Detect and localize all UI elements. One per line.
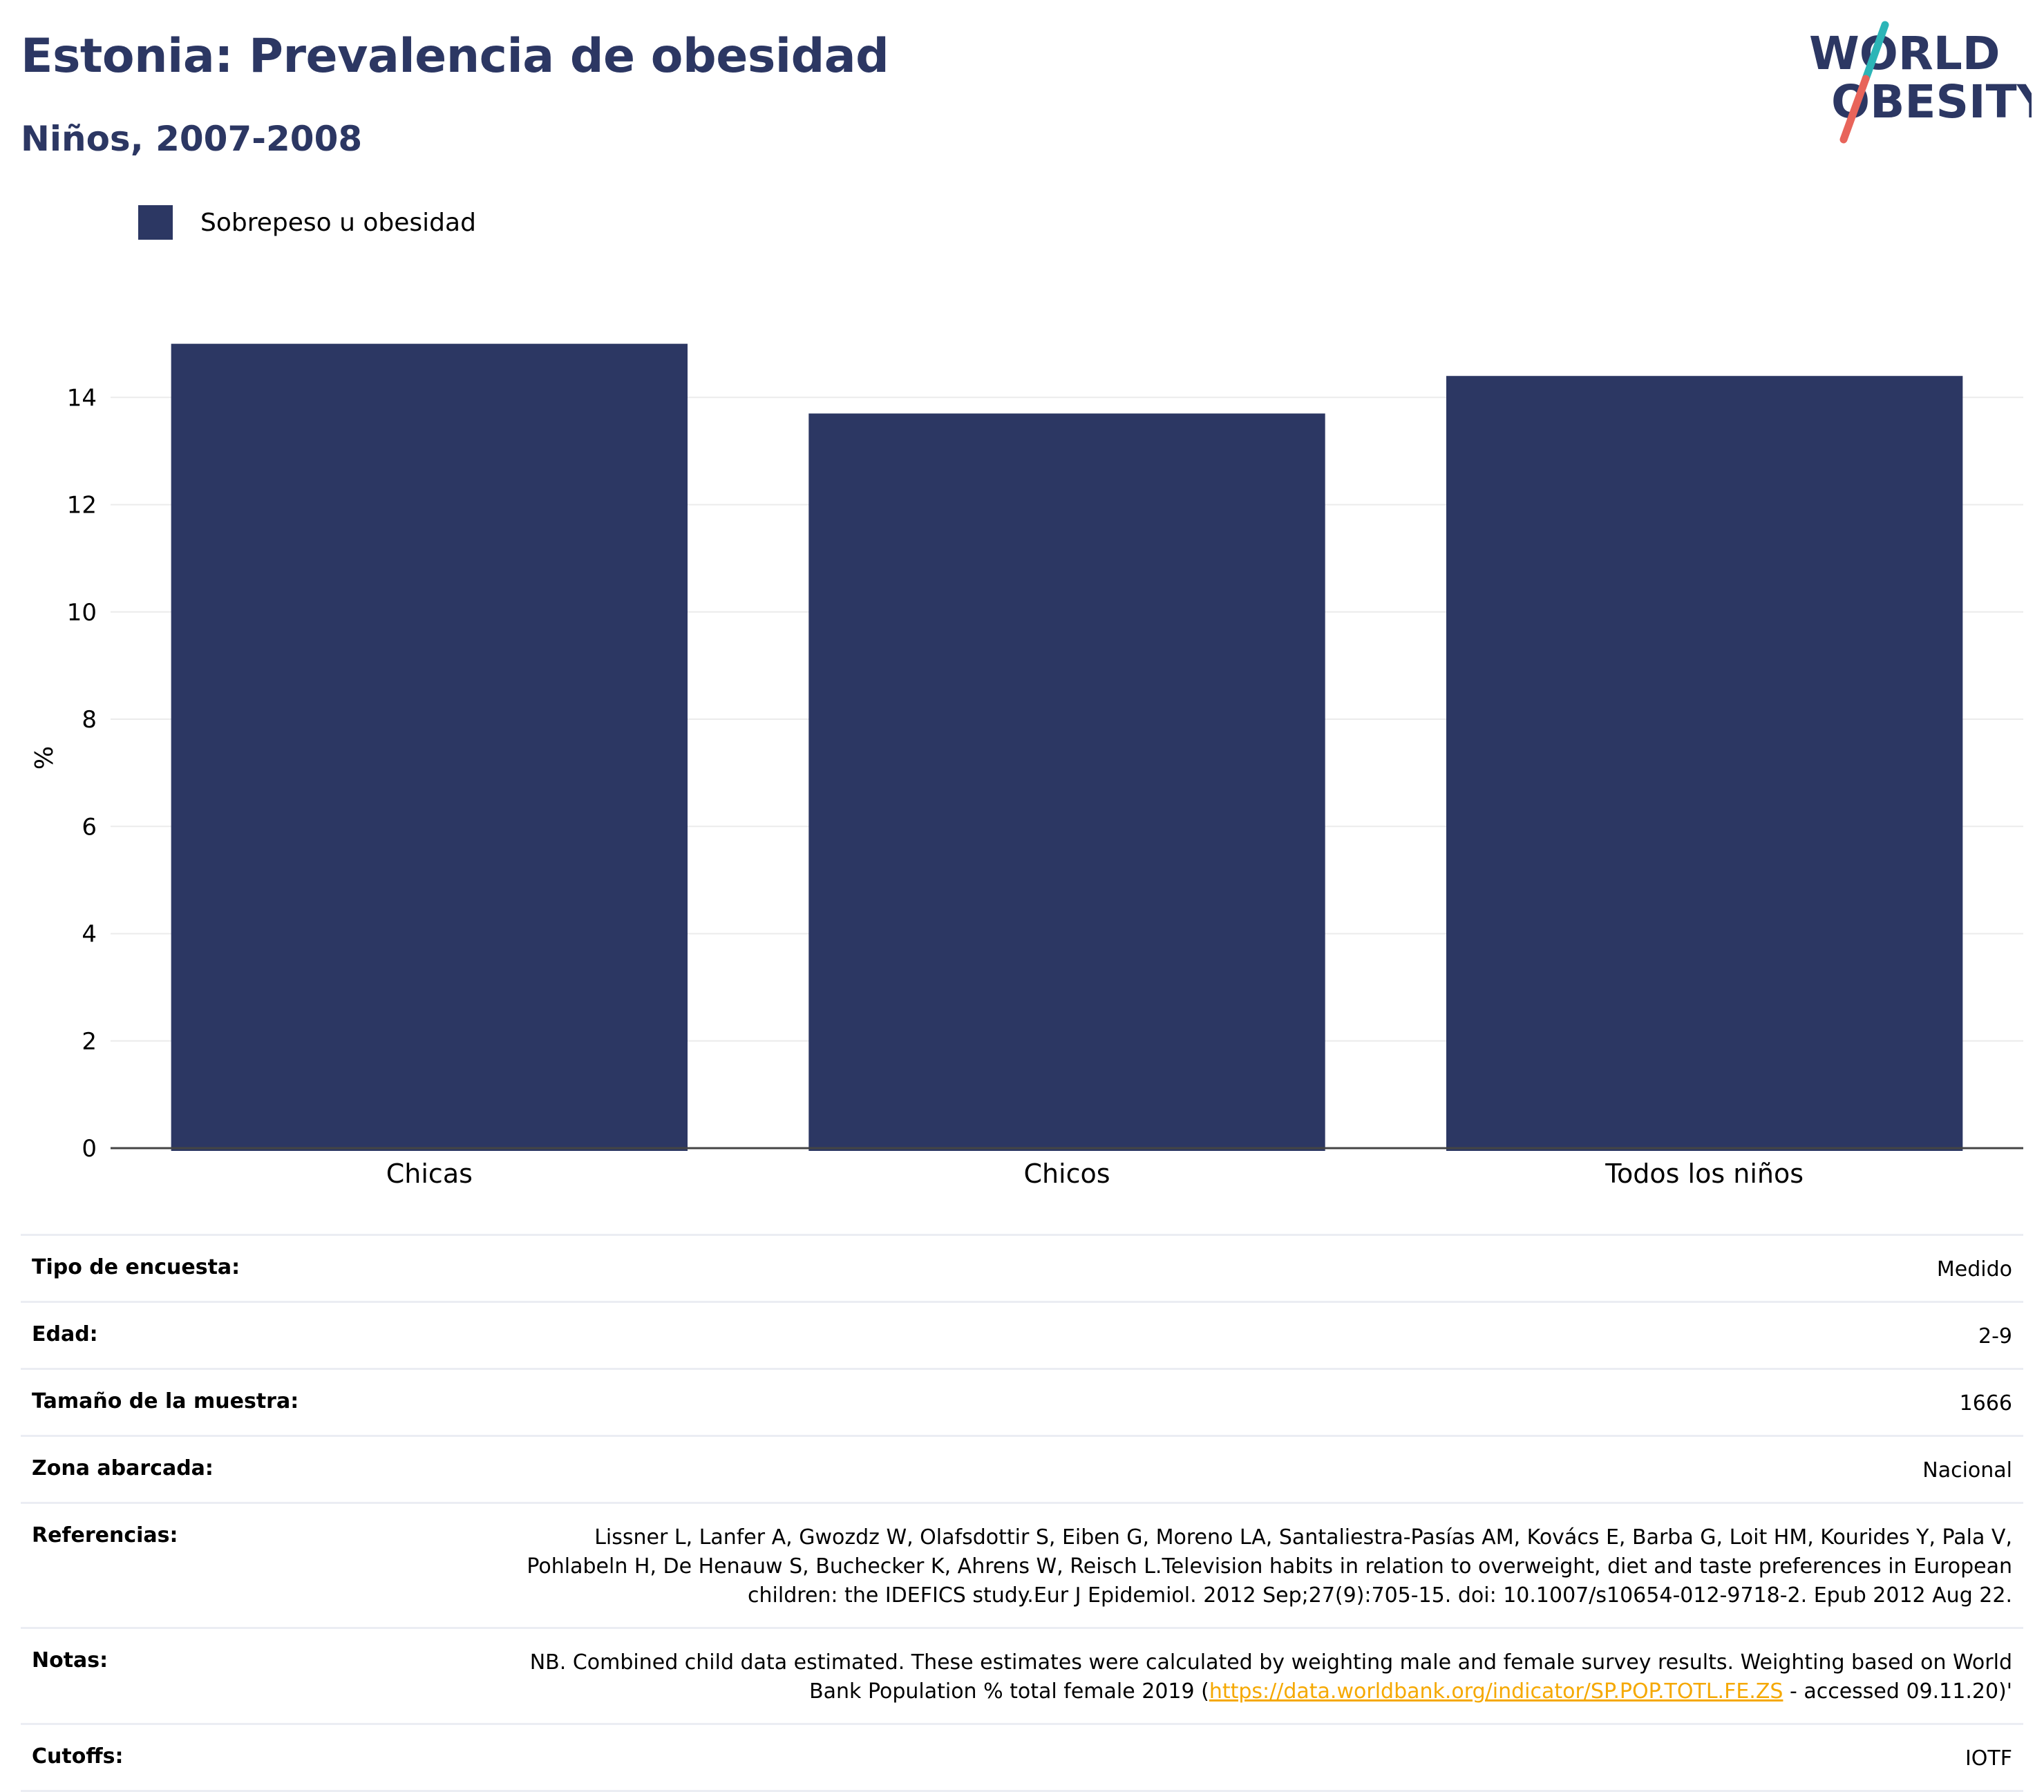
y-tick-label: 4: [82, 921, 97, 949]
world-obesity-logo: WORLD OBESITY: [1809, 21, 2032, 144]
meta-row: Edad: 2-9: [21, 1301, 2023, 1368]
meta-label: Notas:: [32, 1648, 108, 1672]
logo-slash-teal: [1862, 21, 1889, 83]
y-tick-label: 14: [67, 384, 97, 412]
logo-slash-coral: [1839, 75, 1870, 144]
meta-value: NB. Combined child data estimated. These…: [527, 1648, 2012, 1706]
meta-value: 2-9: [1978, 1324, 2012, 1348]
page-subtitle: Niños, 2007-2008: [21, 119, 363, 159]
logo-line-1: WORLD: [1809, 27, 2000, 80]
meta-label: Referencias:: [32, 1523, 178, 1547]
y-axis-ticks: 0 2 4 6 8 10 12 14: [67, 384, 97, 1163]
bar: [171, 343, 688, 1151]
meta-row: Cutoffs: IOTF: [21, 1723, 2023, 1792]
meta-value-text: NB. Combined child data estimated. These…: [529, 1650, 2012, 1704]
x-axis-ticks: Chicas Chicos Todos los niños: [386, 1159, 1804, 1189]
page-title: Estonia: Prevalencia de obesidad: [21, 29, 889, 84]
y-tick-label: 2: [82, 1028, 97, 1056]
chart-legend[interactable]: Sobrepeso u obesidad: [138, 204, 476, 240]
meta-label: Tamaño de la muestra:: [32, 1389, 299, 1413]
y-axis-label: %: [30, 746, 59, 770]
y-tick-label: 12: [67, 492, 97, 520]
legend-label: Sobrepeso u obesidad: [200, 208, 476, 237]
y-tick-label: 10: [67, 599, 97, 627]
meta-value: 1666: [1959, 1391, 2012, 1416]
meta-value-text: - accessed 09.11.20)': [1783, 1679, 2012, 1704]
legend-swatch: [138, 205, 173, 240]
bar: [808, 413, 1325, 1151]
meta-value: IOTF: [1965, 1746, 2012, 1771]
meta-row: Zona abarcada: Nacional: [21, 1435, 2023, 1502]
chart-bars: [171, 343, 1963, 1152]
meta-value: Medido: [1936, 1257, 2012, 1281]
survey-details-table: Tipo de encuesta: Medido Edad: 2-9 Tamaño de…: [21, 1234, 2023, 1792]
y-tick-label: 6: [82, 813, 97, 841]
x-tick-label: Todos los niños: [1605, 1159, 1804, 1189]
meta-label: Zona abarcada:: [32, 1456, 214, 1480]
meta-row: Tamaño de la muestra: 1666: [21, 1368, 2023, 1435]
meta-row: Tipo de encuesta: Medido: [21, 1234, 2023, 1301]
meta-label: Edad:: [32, 1322, 98, 1346]
meta-row: Notas: NB. Combined child data estimated.…: [21, 1627, 2023, 1723]
meta-value: Lissner L, Lanfer A, Gwozdz W, Olafsdott…: [527, 1525, 2012, 1608]
meta-label: Tipo de encuesta:: [32, 1255, 240, 1279]
bar: [1446, 376, 1963, 1152]
y-tick-label: 8: [82, 706, 97, 734]
meta-row: Referencias: Lissner L, Lanfer A, Gwozdz …: [21, 1502, 2023, 1627]
meta-value: Nacional: [1922, 1458, 2012, 1483]
y-tick-label: 0: [82, 1135, 97, 1163]
x-tick-label: Chicos: [1023, 1159, 1110, 1189]
x-tick-label: Chicas: [386, 1159, 473, 1189]
meta-label: Cutoffs:: [32, 1744, 124, 1769]
source-link[interactable]: https://data.worldbank.org/indicator/SP.…: [1209, 1679, 1783, 1704]
